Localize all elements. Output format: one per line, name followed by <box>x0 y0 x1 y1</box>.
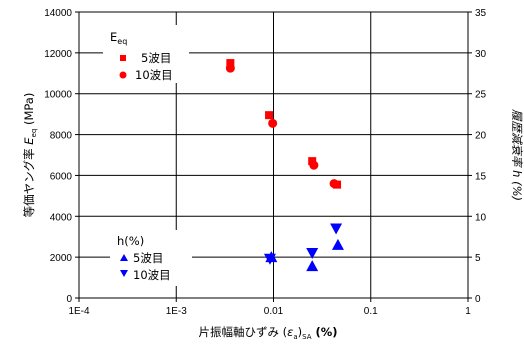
legend-eeq-title-subscript: eq <box>117 37 127 46</box>
data-point-triangle-up <box>306 260 319 272</box>
y-axis-title-unit: (MPa) <box>22 93 36 129</box>
data-point-circle <box>268 118 278 128</box>
data-point-triangle-down <box>263 253 276 265</box>
x-tick-label: 1E-3 <box>166 306 188 317</box>
legend-h: h(%) 5波目 10波目 <box>110 230 192 286</box>
y-axis-title-main: 等価ヤング率 <box>22 145 36 218</box>
y-axis-title-symbol: E <box>22 137 36 145</box>
plot-frame <box>78 11 469 299</box>
y2-axis-title-unit: (%) <box>510 177 524 201</box>
legend-h-10th-label: 10波目 <box>133 268 171 282</box>
y2-tick-label: 20 <box>475 131 487 142</box>
data-point-circle <box>225 63 235 73</box>
y-tick-label: 4000 <box>50 212 73 223</box>
x-tick-label: 0.01 <box>264 306 284 317</box>
x-tick-label: 0.1 <box>364 306 378 317</box>
data-point-circle <box>309 160 319 170</box>
y-tick-label: 12000 <box>44 49 72 60</box>
data-point-square <box>265 111 274 120</box>
grid-lines <box>75 11 472 302</box>
legend-eeq-5th-label: 5波目 <box>141 51 171 65</box>
legend-triangle-down-marker <box>120 270 128 277</box>
tick-labels: 1E-4 1E-3 0.01 0.1 1020004000600080001000012… <box>44 8 486 317</box>
y2-tick-label: 10 <box>475 212 487 223</box>
x-axis-title-subscript-sa: SA <box>302 333 312 341</box>
data-point-triangle-down <box>330 223 343 235</box>
legend-h-title: h(%) <box>117 234 144 248</box>
legend-h-5th-label: 5波目 <box>133 251 163 265</box>
y-tick-label: 0 <box>66 294 72 305</box>
x-axis-title-subscript-a: a <box>293 333 297 341</box>
y2-axis-title-main: 履歴減衰率 <box>510 109 524 170</box>
y2-tick-label: 25 <box>475 90 487 101</box>
x-tick-label: 1E-4 <box>68 306 90 317</box>
x-axis-title-main: 片振幅軸ひずみ ( <box>198 325 287 339</box>
legend-eeq-10th-label: 10波目 <box>135 68 173 82</box>
legend-eeq: Eeq 5波目 10波目 <box>103 25 189 83</box>
y2-tick-label: 5 <box>475 253 481 264</box>
y2-tick-label: 15 <box>475 171 487 182</box>
legend-eeq-title-symbol: E <box>110 30 117 44</box>
y-tick-label: 10000 <box>44 90 72 101</box>
data-point-triangle-down <box>306 248 319 260</box>
y-tick-label: 6000 <box>50 171 73 182</box>
data-marks <box>225 59 344 272</box>
y2-tick-label: 30 <box>475 49 487 60</box>
y-tick-label: 14000 <box>44 8 72 19</box>
legend-circle-marker <box>119 71 127 79</box>
x-axis-title-symbol: ε <box>287 325 293 339</box>
y2-axis-title-symbol: h <box>510 170 524 177</box>
x-tick-label: 1 <box>465 306 471 317</box>
y2-tick-label: 35 <box>475 8 487 19</box>
y-axis-title-subscript: eq <box>30 129 38 138</box>
y-tick-label: 2000 <box>50 253 73 264</box>
x-axis-title-unit: (%) <box>312 325 338 339</box>
y-axis-title: 等価ヤング率 Eeq (MPa) <box>22 93 38 218</box>
data-point-triangle-up <box>331 238 344 250</box>
legend-eeq-title: Eeq <box>110 30 127 46</box>
x-axis-title: 片振幅軸ひずみ (εa)SA (%) <box>198 325 337 341</box>
legend-triangle-up-marker <box>120 254 128 261</box>
data-point-square <box>226 59 235 68</box>
y2-tick-label: 0 <box>475 294 481 305</box>
legend-eeq-background <box>103 25 189 83</box>
y2-axis-title: 履歴減衰率 h (%) <box>510 109 524 201</box>
y-tick-label: 8000 <box>50 131 73 142</box>
data-point-circle <box>329 179 339 189</box>
x-axis-title-paren: ) <box>298 325 303 339</box>
legend-square-marker <box>120 55 126 61</box>
